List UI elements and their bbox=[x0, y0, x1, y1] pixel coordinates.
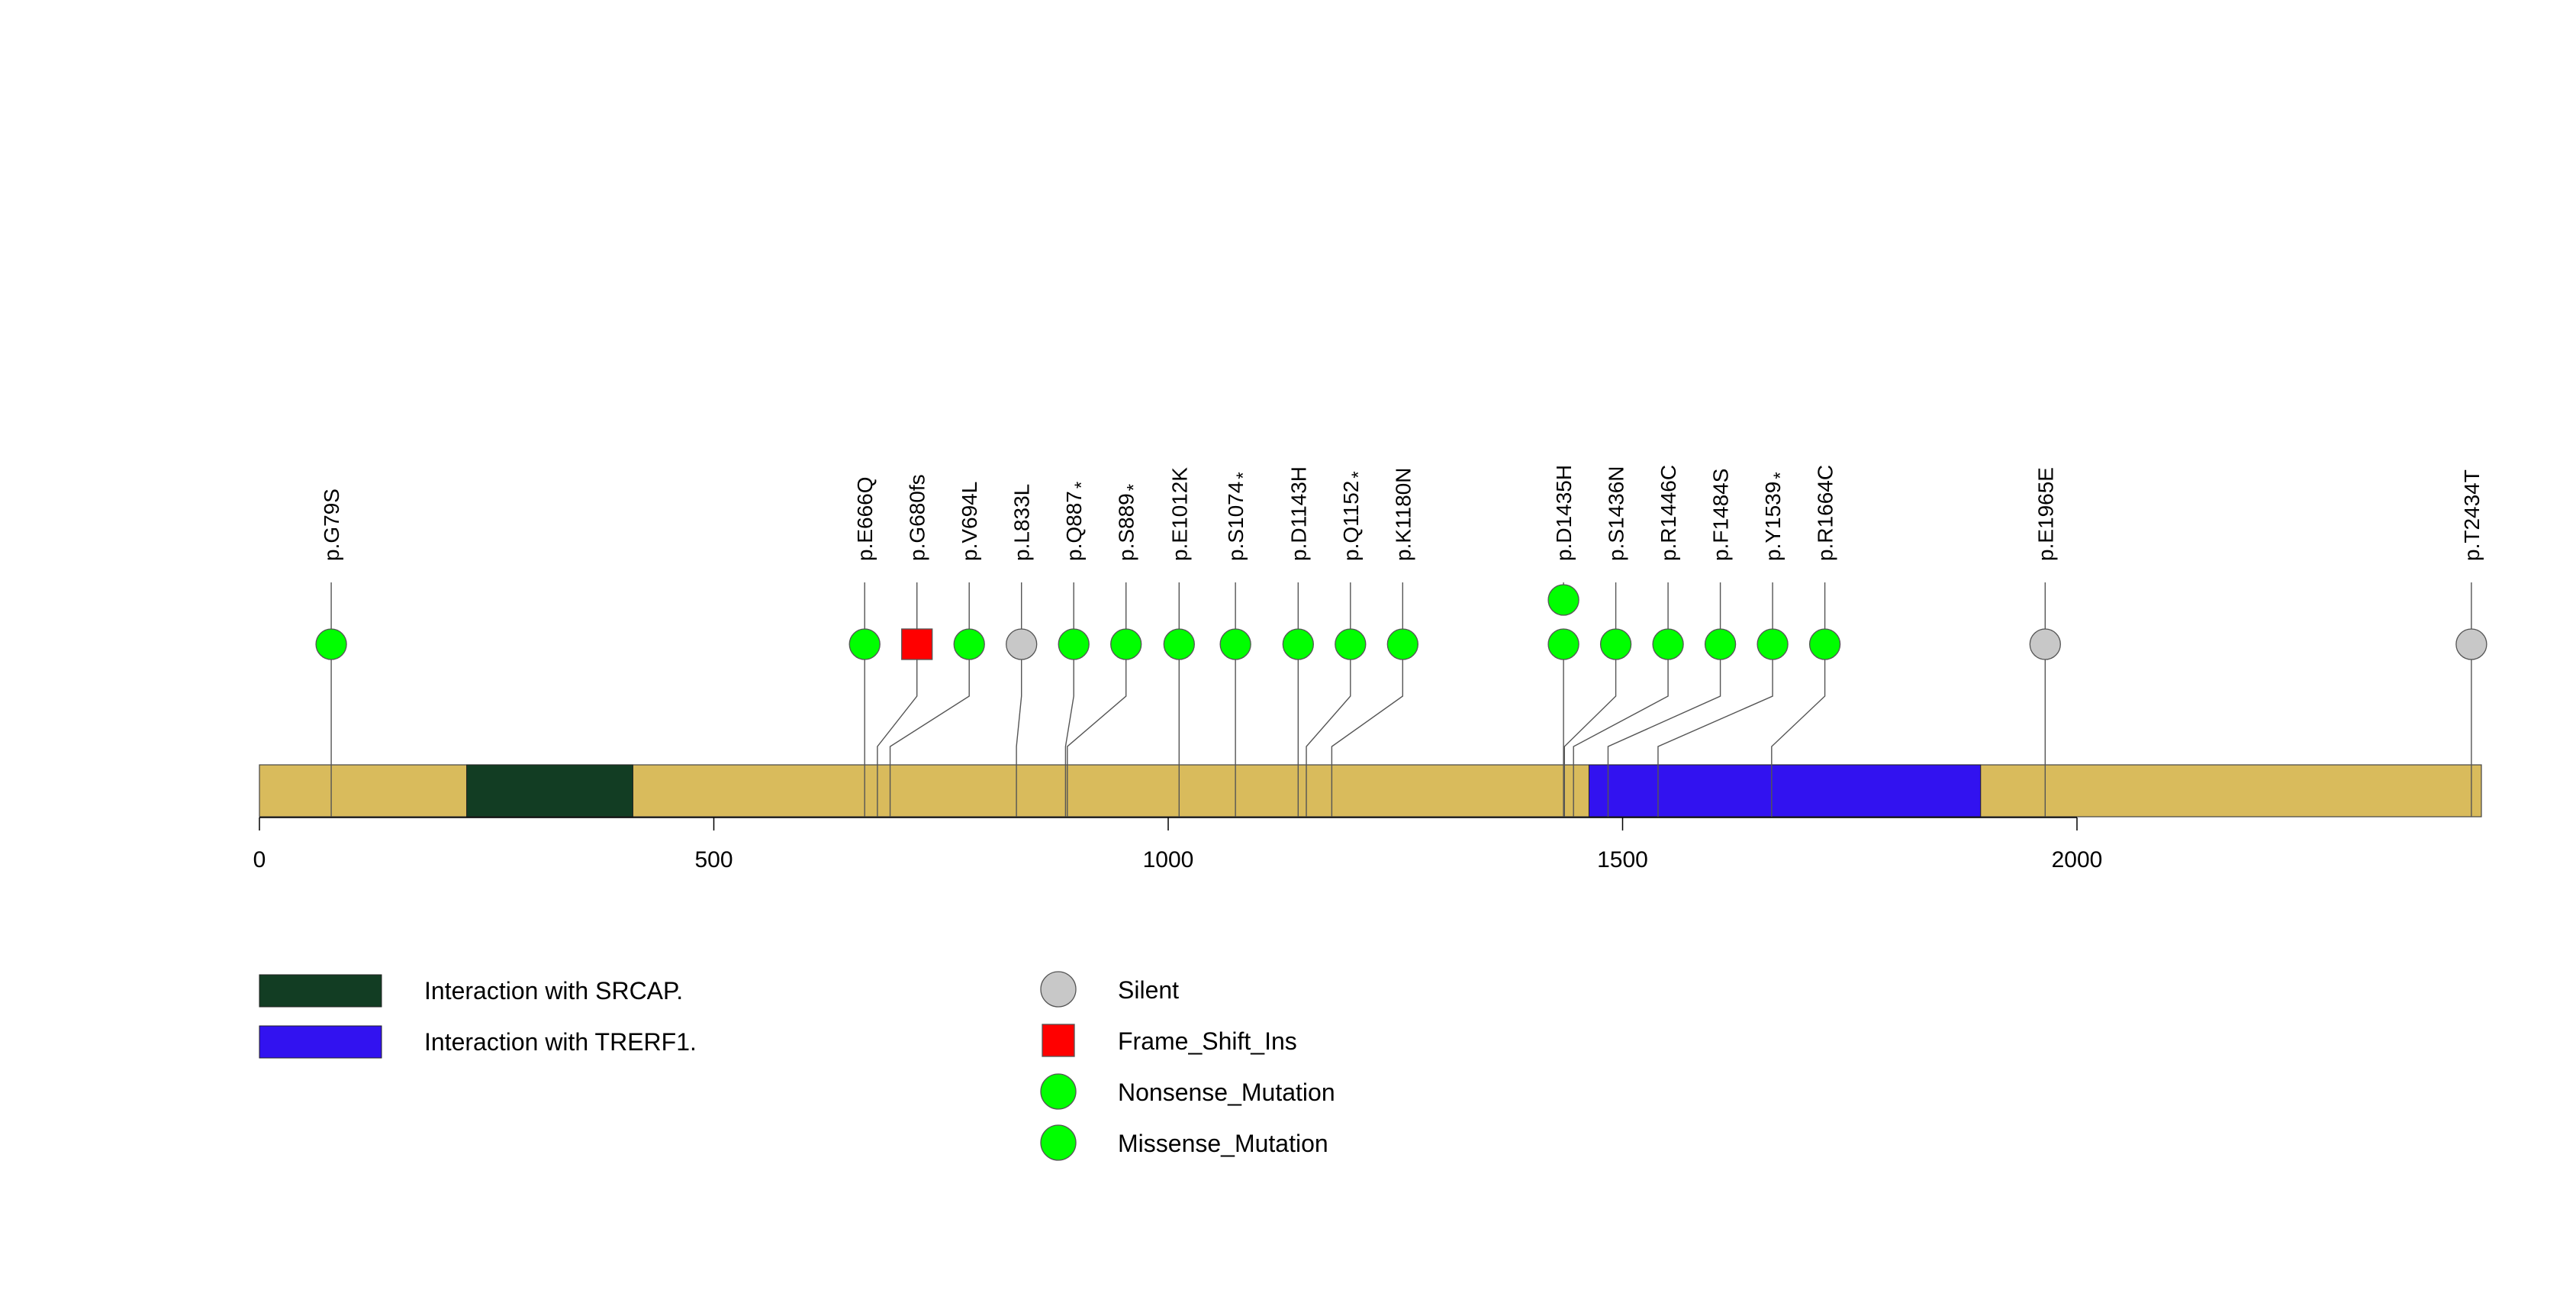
mutation-7: p.E1012K bbox=[1163, 467, 1195, 817]
mutation-glyph-19-0[interactable] bbox=[2455, 628, 2487, 660]
legend-type-label-1: Frame_Shift_Ins bbox=[1118, 1027, 1297, 1055]
mutation-glyph-0-0[interactable] bbox=[315, 628, 347, 660]
mutation-glyph-18-0[interactable] bbox=[2029, 628, 2061, 660]
nonsense-star-10: * bbox=[1348, 471, 1369, 478]
domain-1 bbox=[466, 764, 634, 818]
mutation-connector-2 bbox=[877, 644, 918, 817]
mutation-glyph-17-0[interactable] bbox=[1808, 628, 1841, 660]
mutation-connector-13 bbox=[1563, 644, 1617, 817]
mutation-connector-6 bbox=[1067, 644, 1127, 817]
mutation-label-19: p.T2434T bbox=[2460, 469, 2484, 561]
mutation-glyph-14-0[interactable] bbox=[1652, 628, 1684, 660]
legend-domain-label-0: Interaction with SRCAP. bbox=[424, 977, 683, 1005]
mutation-label-14: p.R1446C bbox=[1657, 465, 1680, 561]
mutation-13: p.S1436N bbox=[1563, 466, 1632, 817]
mutation-label-2: p.G680fs bbox=[906, 474, 929, 561]
mutation-label-5: p.Q887* bbox=[1062, 482, 1092, 561]
mutation-glyph-15-0[interactable] bbox=[1704, 628, 1737, 660]
mutation-label-8: p.S1074* bbox=[1224, 472, 1254, 561]
mutation-glyph-12-1[interactable] bbox=[1547, 584, 1579, 616]
domains-group bbox=[466, 764, 1982, 818]
legend-type-swatch-2 bbox=[1040, 1073, 1077, 1110]
x-tick-label-500: 500 bbox=[694, 847, 733, 872]
mutation-label-0: p.G79S bbox=[320, 489, 343, 561]
mutation-label-13: p.S1436N bbox=[1605, 466, 1628, 561]
legend-type-swatch-3 bbox=[1040, 1124, 1077, 1161]
mutation-17: p.R1664C bbox=[1771, 465, 1841, 817]
mutations-group: p.G79S p.E666Q p.G680fs p.V694L p.L833L p.Q88… bbox=[315, 465, 2487, 817]
legend-type-label-3: Missense_Mutation bbox=[1118, 1130, 1328, 1157]
mutation-0: p.G79S bbox=[315, 489, 347, 817]
nonsense-star-6: * bbox=[1124, 484, 1145, 491]
legend-type-swatch-1 bbox=[1042, 1024, 1075, 1057]
legend-domain-label-1: Interaction with TRERF1. bbox=[424, 1028, 697, 1056]
mutation-glyph-1-0[interactable] bbox=[848, 628, 881, 660]
x-tick-label-0: 0 bbox=[253, 847, 266, 872]
mutation-glyph-2-0[interactable] bbox=[901, 628, 933, 660]
mutation-10: p.Q1152* bbox=[1306, 471, 1369, 817]
mutation-glyph-5-0[interactable] bbox=[1058, 628, 1090, 660]
mutation-2: p.G680fs bbox=[877, 474, 933, 817]
nonsense-star-5: * bbox=[1071, 482, 1092, 489]
mutation-connector-15 bbox=[1607, 644, 1721, 817]
mutation-18: p.E1965E bbox=[2029, 467, 2061, 817]
mutation-label-9: p.D1143H bbox=[1286, 466, 1310, 561]
domain-2 bbox=[1588, 764, 1982, 818]
mutation-label-4: p.L833L bbox=[1010, 484, 1034, 561]
mutation-11: p.K1180N bbox=[1331, 468, 1418, 817]
mutation-label-17: p.R1664C bbox=[1814, 465, 1837, 561]
mutation-connector-4 bbox=[1016, 644, 1022, 817]
mutation-label-11: p.K1180N bbox=[1391, 468, 1415, 561]
nonsense-star-8: * bbox=[1233, 472, 1254, 479]
legend-domain-swatch-1 bbox=[259, 1025, 382, 1059]
mutation-connector-17 bbox=[1771, 644, 1826, 817]
mutation-glyph-8-0[interactable] bbox=[1219, 628, 1251, 660]
mutation-label-15: p.F1484S bbox=[1709, 469, 1733, 561]
mutation-12: p.D1435H bbox=[1547, 465, 1579, 817]
mutation-glyph-9-0[interactable] bbox=[1282, 628, 1314, 660]
mutation-connector-3 bbox=[889, 644, 970, 817]
mutation-glyph-7-0[interactable] bbox=[1163, 628, 1195, 660]
mutation-label-10: p.Q1152* bbox=[1339, 471, 1369, 561]
mutation-4: p.L833L bbox=[1006, 484, 1038, 817]
mutation-label-12: p.D1435H bbox=[1552, 465, 1576, 561]
mutation-label-7: p.E1012K bbox=[1167, 467, 1191, 561]
mutation-label-6: p.S889* bbox=[1115, 484, 1145, 561]
mutation-glyph-6-0[interactable] bbox=[1110, 628, 1142, 660]
mutation-glyph-12-0[interactable] bbox=[1547, 628, 1579, 660]
mutation-14: p.R1446C bbox=[1573, 465, 1684, 817]
mutation-9: p.D1143H bbox=[1282, 466, 1314, 817]
legend-domain-swatch-0 bbox=[259, 974, 382, 1008]
x-tick-label-2000: 2000 bbox=[2052, 847, 2103, 872]
nonsense-star-16: * bbox=[1770, 472, 1791, 479]
mutation-glyph-4-0[interactable] bbox=[1006, 628, 1038, 660]
mutation-1: p.E666Q bbox=[848, 476, 881, 817]
mutation-19: p.T2434T bbox=[2455, 469, 2487, 817]
mutation-connector-16 bbox=[1657, 644, 1773, 817]
mutation-label-3: p.V694L bbox=[958, 482, 981, 561]
mutation-glyph-3-0[interactable] bbox=[953, 628, 985, 660]
mutation-3: p.V694L bbox=[889, 482, 985, 817]
legend: Interaction with SRCAP. Interaction with … bbox=[259, 971, 1335, 1161]
x-tick-label-1000: 1000 bbox=[1143, 847, 1194, 872]
mutation-connector-5 bbox=[1064, 644, 1074, 817]
mutation-15: p.F1484S bbox=[1607, 469, 1737, 817]
mutation-glyph-16-0[interactable] bbox=[1757, 628, 1789, 660]
mutation-connector-11 bbox=[1331, 644, 1404, 817]
legend-type-label-0: Silent bbox=[1118, 976, 1179, 1004]
mutation-connector-14 bbox=[1573, 644, 1669, 817]
x-axis: 0 500 1000 1500 2000 bbox=[253, 817, 2103, 872]
mutation-glyph-11-0[interactable] bbox=[1386, 628, 1418, 660]
mutation-glyph-13-0[interactable] bbox=[1599, 628, 1632, 660]
mutation-glyph-10-0[interactable] bbox=[1335, 628, 1367, 660]
mutation-label-16: p.Y1539* bbox=[1761, 472, 1791, 561]
x-tick-label-1500: 1500 bbox=[1597, 847, 1648, 872]
mutation-connector-10 bbox=[1306, 644, 1351, 817]
mutation-label-1: p.E666Q bbox=[853, 476, 877, 561]
legend-type-label-2: Nonsense_Mutation bbox=[1118, 1079, 1335, 1106]
mutation-label-18: p.E1965E bbox=[2033, 467, 2057, 561]
legend-type-swatch-0 bbox=[1040, 971, 1077, 1008]
